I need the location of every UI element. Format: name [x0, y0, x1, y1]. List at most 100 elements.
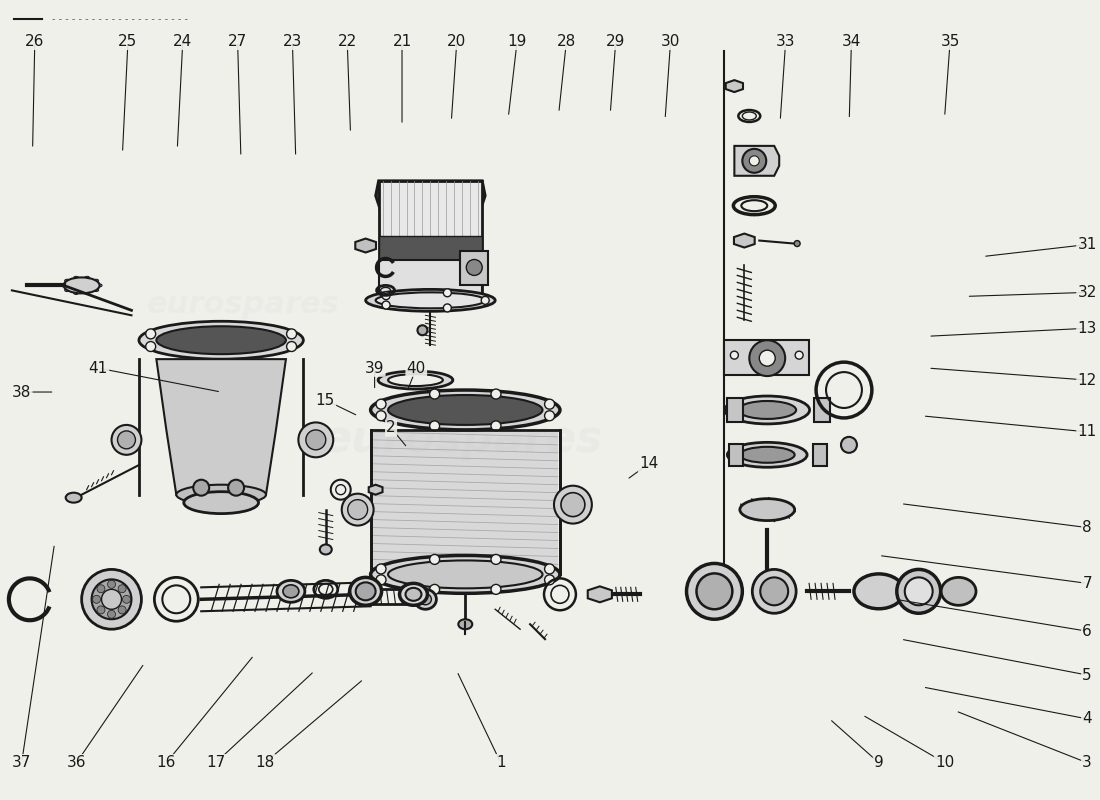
Ellipse shape	[740, 447, 794, 462]
Text: 22: 22	[338, 34, 356, 49]
Circle shape	[794, 241, 800, 246]
Circle shape	[466, 259, 482, 275]
Text: 8: 8	[1082, 520, 1092, 535]
Circle shape	[749, 340, 785, 376]
Text: 9: 9	[874, 755, 883, 770]
Text: 16: 16	[156, 755, 176, 770]
Text: 6: 6	[1082, 624, 1092, 638]
Text: 34: 34	[842, 34, 861, 49]
Text: eurospares: eurospares	[146, 290, 340, 319]
Circle shape	[905, 578, 933, 606]
Ellipse shape	[419, 594, 431, 605]
Text: 17: 17	[206, 755, 225, 770]
Ellipse shape	[65, 289, 69, 291]
Circle shape	[544, 564, 554, 574]
Circle shape	[418, 326, 428, 335]
Ellipse shape	[139, 322, 304, 359]
Text: 24: 24	[173, 34, 192, 49]
Text: 23: 23	[283, 34, 302, 49]
Circle shape	[81, 570, 142, 630]
Bar	[378, 181, 482, 300]
Circle shape	[491, 421, 501, 431]
Circle shape	[91, 579, 132, 619]
Text: 29: 29	[606, 34, 626, 49]
Circle shape	[742, 149, 767, 173]
Text: 7: 7	[1082, 576, 1092, 591]
Ellipse shape	[355, 582, 375, 600]
Circle shape	[752, 570, 796, 614]
Circle shape	[491, 554, 501, 564]
Ellipse shape	[64, 278, 100, 294]
Text: 19: 19	[507, 34, 527, 49]
Text: 27: 27	[228, 34, 248, 49]
Ellipse shape	[375, 292, 485, 308]
Circle shape	[749, 156, 759, 166]
Polygon shape	[726, 80, 742, 92]
Circle shape	[376, 564, 386, 574]
Ellipse shape	[348, 500, 367, 519]
Circle shape	[544, 575, 554, 585]
Ellipse shape	[399, 583, 428, 606]
Ellipse shape	[74, 276, 78, 279]
Ellipse shape	[406, 588, 421, 601]
Text: 25: 25	[119, 34, 138, 49]
Text: 35: 35	[940, 34, 960, 49]
Polygon shape	[735, 146, 779, 176]
Text: 38: 38	[12, 385, 31, 399]
Ellipse shape	[97, 284, 102, 287]
Text: 12: 12	[1078, 373, 1097, 387]
Circle shape	[101, 590, 121, 610]
Text: 28: 28	[557, 34, 576, 49]
Ellipse shape	[388, 561, 542, 588]
Ellipse shape	[942, 578, 976, 606]
Circle shape	[97, 585, 104, 593]
Bar	[373, 432, 558, 571]
Circle shape	[696, 574, 733, 610]
Ellipse shape	[277, 580, 305, 602]
Text: 14: 14	[639, 456, 658, 471]
Ellipse shape	[415, 590, 437, 610]
Bar	[813, 444, 827, 466]
Text: 2: 2	[386, 421, 396, 435]
Ellipse shape	[85, 276, 90, 279]
Ellipse shape	[66, 493, 81, 502]
Text: 1: 1	[496, 755, 506, 770]
Ellipse shape	[85, 291, 90, 294]
Text: 30: 30	[661, 34, 680, 49]
Ellipse shape	[388, 395, 542, 425]
Text: 39: 39	[365, 361, 384, 376]
Text: 37: 37	[12, 755, 31, 770]
Circle shape	[228, 480, 244, 496]
Circle shape	[382, 292, 390, 300]
Ellipse shape	[298, 422, 333, 458]
Polygon shape	[156, 359, 286, 494]
Text: 3: 3	[1082, 755, 1092, 770]
Text: eurospares: eurospares	[321, 418, 603, 462]
Circle shape	[376, 399, 386, 409]
Circle shape	[730, 351, 738, 359]
Ellipse shape	[342, 494, 374, 526]
Ellipse shape	[62, 284, 66, 287]
Polygon shape	[375, 181, 485, 228]
Circle shape	[118, 585, 127, 593]
Ellipse shape	[554, 486, 592, 523]
Text: 33: 33	[776, 34, 795, 49]
Text: 20: 20	[448, 34, 466, 49]
Circle shape	[118, 606, 127, 614]
Circle shape	[443, 289, 451, 297]
Text: 31: 31	[1077, 237, 1097, 252]
Bar	[727, 398, 744, 422]
Bar	[814, 398, 830, 422]
Circle shape	[376, 575, 386, 585]
Ellipse shape	[94, 289, 99, 291]
Ellipse shape	[854, 574, 904, 609]
Bar	[729, 444, 744, 466]
Circle shape	[108, 610, 115, 618]
Polygon shape	[587, 586, 612, 602]
Circle shape	[544, 399, 554, 409]
Ellipse shape	[176, 485, 266, 505]
Circle shape	[760, 578, 789, 606]
Ellipse shape	[283, 585, 299, 598]
Ellipse shape	[740, 498, 794, 521]
Ellipse shape	[561, 493, 585, 517]
